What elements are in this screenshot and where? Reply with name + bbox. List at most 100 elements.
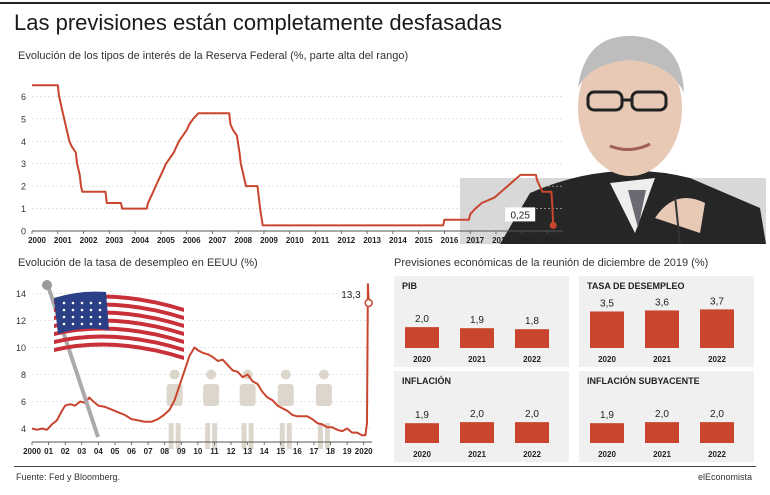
projection-bar [700,309,734,348]
x-tick-label: 2020 [544,236,562,245]
bar-value-label: 1,9 [600,410,614,421]
silhouette-left-leg [168,423,174,450]
x-tick-label: 2000 [23,447,41,456]
x-tick-label: 2018 [492,236,510,245]
x-tick-label: 09 [177,447,186,456]
silhouette-torso [315,383,332,406]
end-point-marker [549,221,557,229]
flag-star [71,322,75,326]
x-tick-label: 2008 [234,236,252,245]
silhouette-torso [203,383,220,406]
silhouette-right-leg [286,423,292,450]
x-tick-label: 2016 [441,236,459,245]
flag-star [89,308,93,312]
person-silhouette-icon [203,369,220,450]
projection-bar-chart: 1,9 2020 2,0 2021 2,0 2022 [405,409,549,459]
bar-category-label: 2022 [523,355,541,364]
y-tick-label: 5 [21,114,26,124]
flag-star [80,315,84,319]
annotation-background [505,207,536,222]
bar-category-label: 2020 [598,450,616,459]
x-tick-label: 08 [160,447,169,456]
flag-star [80,308,84,312]
x-tick-label: 2013 [363,236,381,245]
flag-star [62,322,66,326]
projection-panel: INFLACIÓN 1,9 2020 2,0 2021 2,0 2022 [394,371,569,462]
brand-name: elEconomista [697,472,752,482]
projection-bar [590,311,624,348]
x-tick-label: 2004 [131,236,149,245]
y-tick-label: 12 [16,316,26,326]
bar-value-label: 2,0 [655,409,669,420]
bar-category-label: 2020 [413,355,431,364]
flag-star [62,308,66,312]
x-tick-label: 2005 [157,236,175,245]
silhouette-right-leg [212,423,218,450]
bar-category-label: 2021 [468,355,486,364]
bar-category-label: 2022 [708,355,726,364]
projection-bar [405,423,439,443]
panel-title: INFLACIÓN [402,376,451,386]
bar-value-label: 1,9 [415,410,429,421]
x-tick-label: 2014 [389,236,407,245]
flag-star [98,308,102,312]
us-flag-illustration [42,280,184,438]
panel-title: TASA DE DESEMPLEO [587,281,685,291]
projection-bar-chart: 2,0 2020 1,9 2021 1,8 2022 [405,314,549,364]
bottom-rule [14,466,756,467]
source-note: Fuente: Fed y Bloomberg. [16,472,121,482]
y-tick-label: 14 [16,289,26,299]
x-tick-label: 2007 [209,236,227,245]
y-tick-label: 2 [21,182,26,192]
projection-bar [405,327,439,348]
fed-rates-chart: 0 1 2 3 4 5 6 2000 2001 2002 2003 2004 2005 2006 2007 2… [21,84,563,245]
silhouette-left-leg [317,423,323,450]
y-tick-label: 6 [21,92,26,102]
x-tick-label: 2015 [415,236,433,245]
flag-stripe [54,342,184,360]
flag-star [98,301,102,305]
x-tick-label: 01 [44,447,53,456]
projection-bar [645,422,679,443]
x-tick-label: 2001 [54,236,72,245]
x-tick-label: 05 [110,447,119,456]
rates-chart-subtitle: Evolución de los tipos de interés de la … [18,50,409,62]
flag-star [62,301,66,305]
projection-bar [645,310,679,348]
y-tick-label: 4 [21,137,26,147]
x-tick-label: 17 [309,447,318,456]
flag-star [71,308,75,312]
bar-category-label: 2020 [598,355,616,364]
bar-value-label: 1,9 [470,315,484,326]
silhouette-right-leg [175,423,181,450]
x-tick-label: 11 [210,447,219,456]
y-tick-label: 8 [21,370,26,380]
x-tick-label: 2002 [80,236,98,245]
person-silhouette-icon [239,369,256,450]
x-tick-label: 07 [144,447,153,456]
bar-value-label: 3,5 [600,298,614,309]
bar-value-label: 3,7 [710,296,724,307]
x-tick-label: 2012 [337,236,355,245]
flag-star [71,301,75,305]
projection-bar [515,329,549,348]
x-tick-label: 15 [276,447,285,456]
x-tick-label: 18 [326,447,335,456]
x-tick-label: 14 [260,447,269,456]
panel-title: INFLACIÓN SUBYACENTE [587,376,700,386]
x-tick-label: 2006 [183,236,201,245]
flag-star [71,315,75,319]
bar-category-label: 2020 [413,450,431,459]
flag-star [62,315,66,319]
unemployment-annotation: 13,3 [341,290,361,301]
flag-stripe [54,334,184,352]
x-tick-label: 02 [61,447,70,456]
y-tick-label: 10 [16,343,26,353]
y-tick-label: 4 [21,424,26,434]
page-title: Las previsiones están completamente desf… [14,10,502,35]
flag-star [89,322,93,326]
x-tick-label: 2020 [355,447,373,456]
x-tick-label: 06 [127,447,136,456]
bar-category-label: 2021 [653,355,671,364]
silhouette-torso [166,383,183,406]
